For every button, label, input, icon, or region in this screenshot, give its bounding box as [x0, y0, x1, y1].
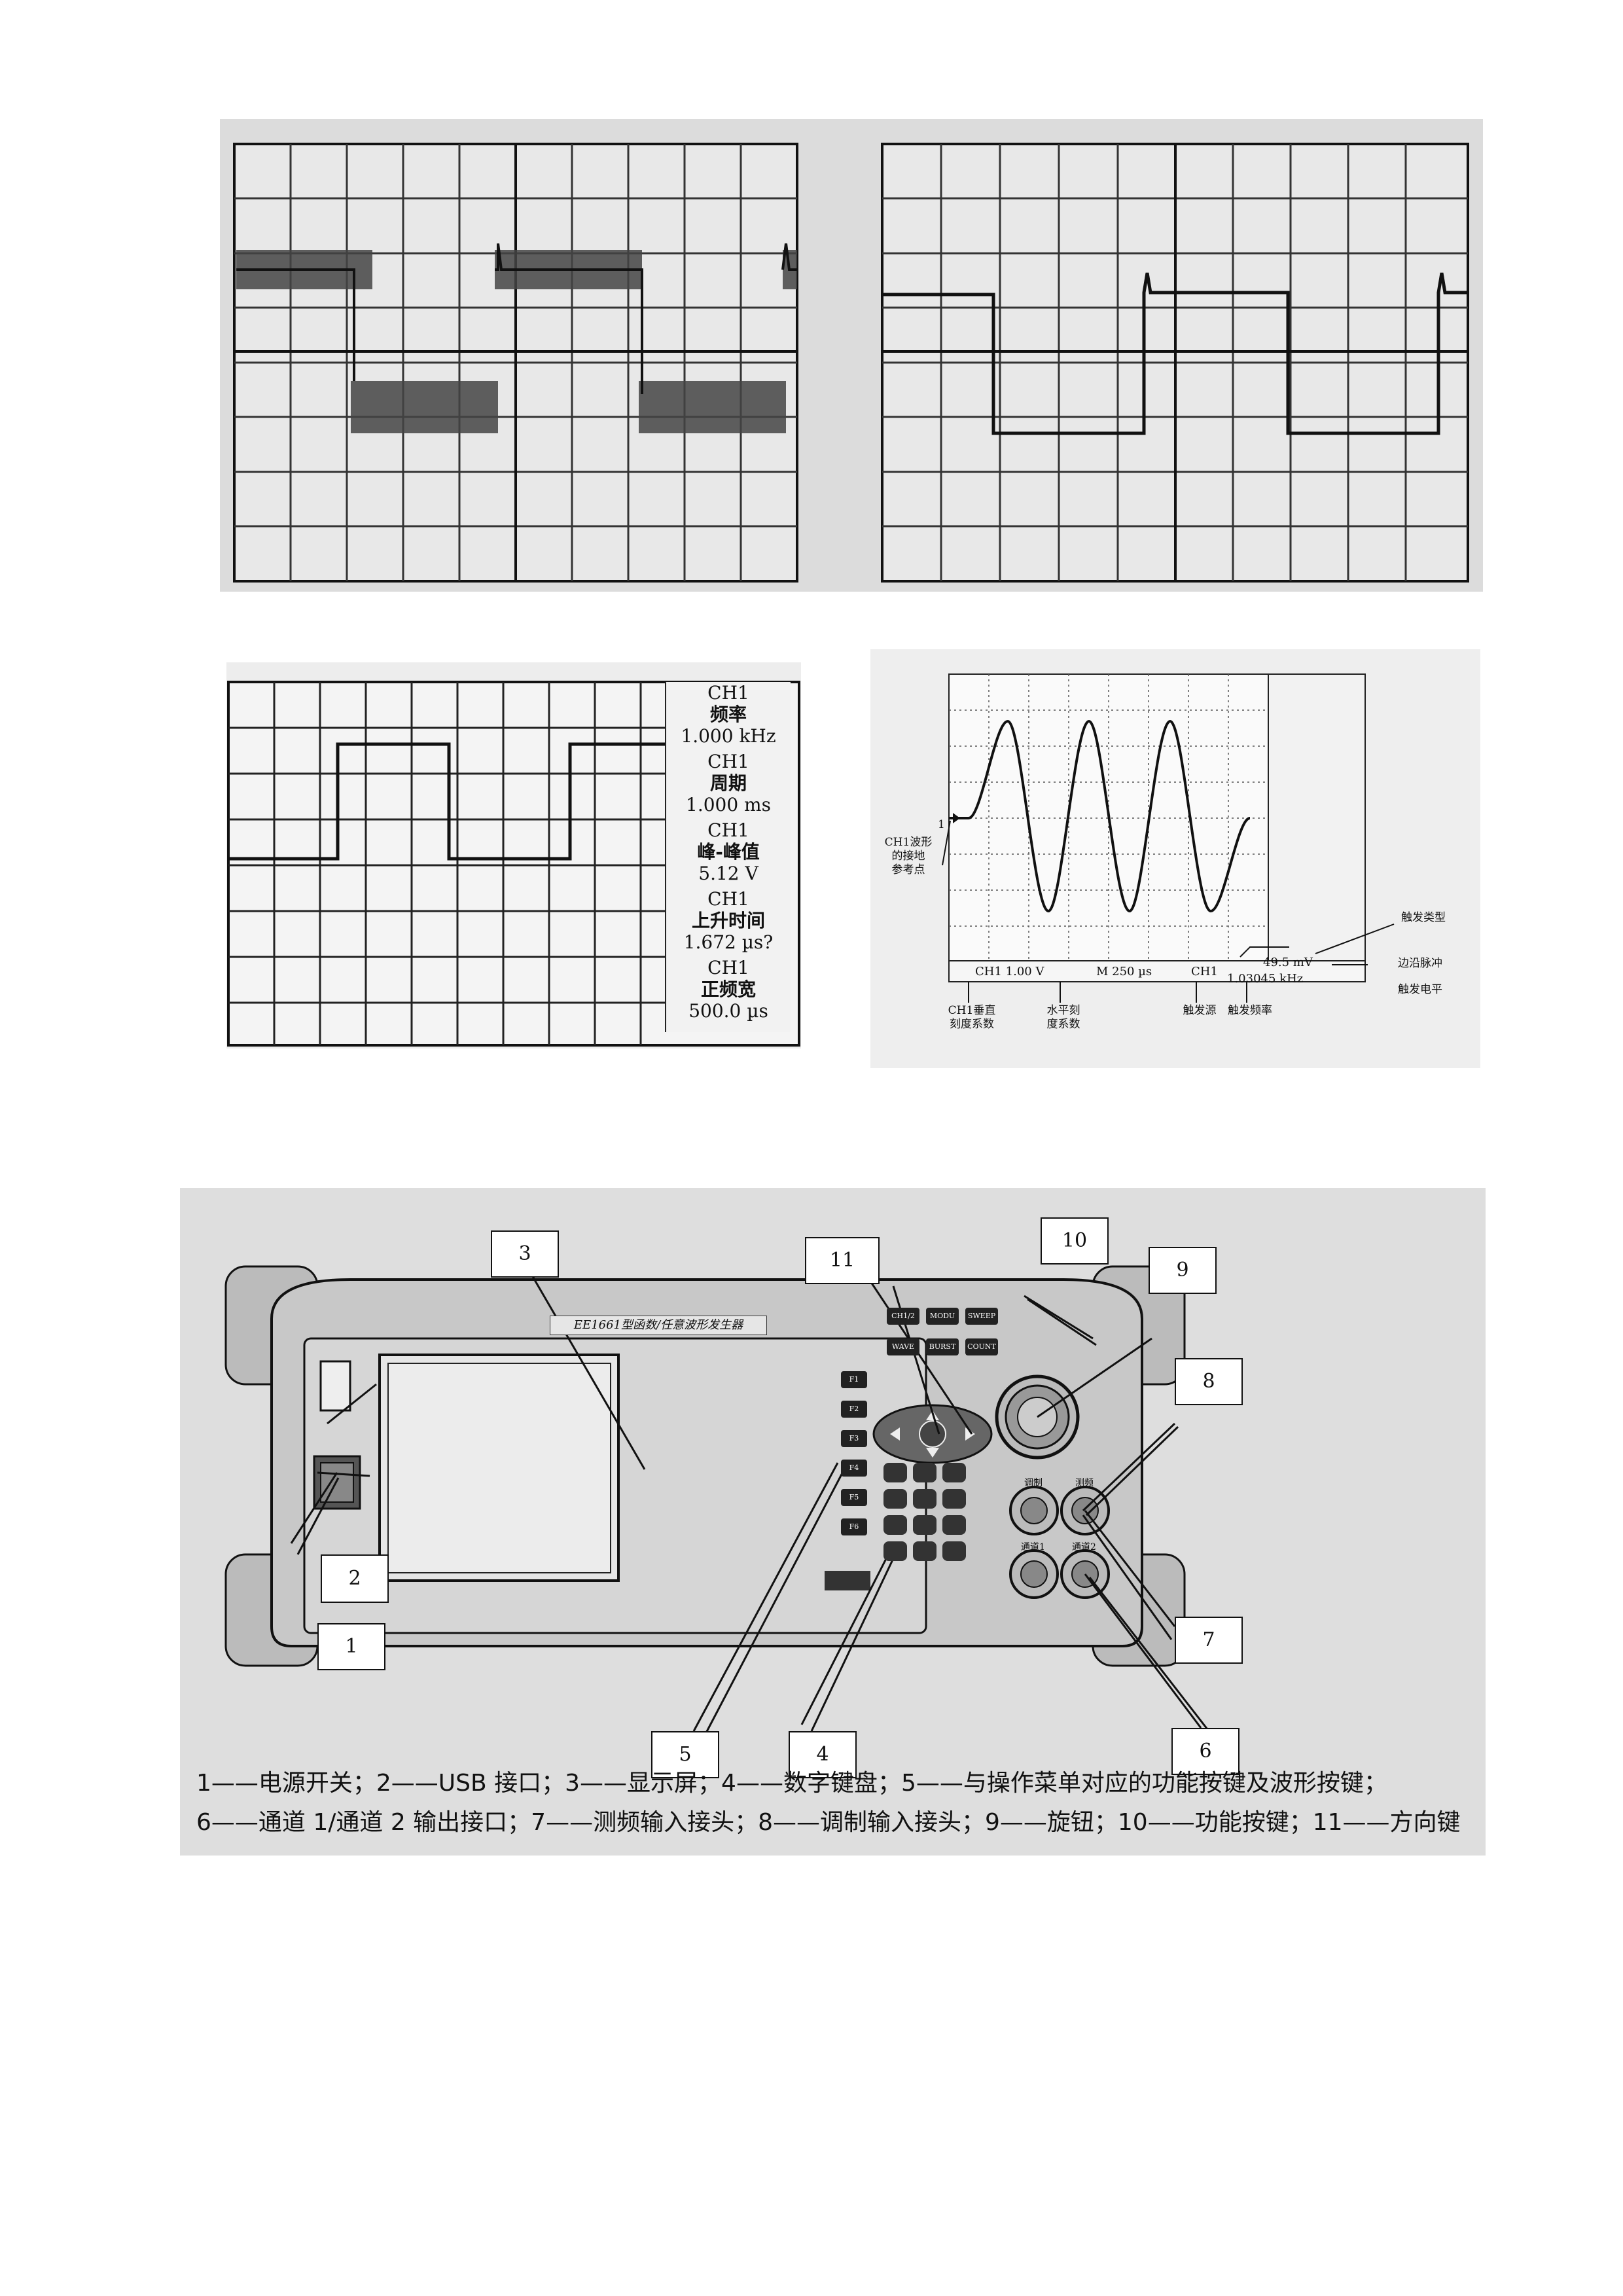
- sweep-button[interactable]: SWEEP: [965, 1308, 998, 1325]
- ch12-button[interactable]: CH1/2: [887, 1308, 919, 1325]
- edge-pulse-annotation: 边沿脉冲: [1398, 957, 1442, 970]
- measure-channel: CH1: [707, 957, 749, 978]
- scope-panel-clean-square: [810, 119, 1483, 592]
- measurement-panel: CH1 频率 1.000 kHz CH1 周期 1.000 ms CH1 峰-峰…: [665, 682, 791, 1032]
- callout-11: 11: [805, 1237, 880, 1284]
- measure-value: 1.000 ms: [686, 794, 771, 816]
- callout-1: 1: [317, 1623, 385, 1670]
- scope-panel-annotated: 1 CH1波形 的接地 参考点 CH1 耦合 交流 带宽限制 关 60MHz 伏…: [870, 649, 1480, 1068]
- count-button[interactable]: COUNT: [965, 1338, 998, 1355]
- measure-value: 500.0 µs: [688, 1000, 768, 1022]
- status-trigger-frequency: 1.03045 kHz: [1227, 972, 1304, 986]
- numeric-key[interactable]: [913, 1541, 936, 1561]
- measure-name: 频率: [709, 704, 747, 725]
- callout-7: 7: [1175, 1617, 1243, 1664]
- figure-caption-line2: 6——通道 1/通道 2 输出接口；7——测频输入接头；8——调制输入接头；9—…: [196, 1809, 1461, 1836]
- generator-figure: EE1661型函数/任意波形发生器 CH1/2 MODU SWEEP WAVE …: [180, 1188, 1486, 1856]
- status-ch-volt: CH1 1.00 V: [975, 965, 1044, 978]
- measure-value: 1.000 kHz: [681, 725, 776, 747]
- measure-channel: CH1: [707, 819, 749, 841]
- numeric-key[interactable]: [883, 1489, 907, 1509]
- ground-marker-label: 1: [938, 818, 945, 831]
- trigger-frequency-annotation: 触发频率: [1228, 1004, 1272, 1017]
- counter-jack-label: 测频: [1075, 1478, 1094, 1488]
- measure-channel: CH1: [707, 888, 749, 910]
- measure-name: 周期: [709, 772, 747, 794]
- callout-10: 10: [1041, 1217, 1109, 1265]
- callout-4: 4: [789, 1731, 857, 1778]
- annotation-line: 的接地: [891, 850, 925, 863]
- status-timebase: M 250 µs: [1096, 965, 1152, 978]
- annotation-line: CH1波形: [884, 836, 933, 849]
- measure-positive-width: CH1 正频宽 500.0 µs: [688, 957, 768, 1022]
- callout-8: 8: [1175, 1358, 1243, 1405]
- annotation-line: CH1垂直: [948, 1004, 996, 1017]
- measure-period: CH1 周期 1.000 ms: [686, 751, 771, 816]
- measure-rise-time: CH1 上升时间 1.672 µs?: [684, 888, 774, 953]
- f1-key[interactable]: F1: [841, 1371, 867, 1388]
- f4-key[interactable]: F4: [841, 1460, 867, 1477]
- numeric-key[interactable]: [883, 1541, 907, 1561]
- numeric-key[interactable]: [942, 1541, 966, 1561]
- scope-grid-d: [942, 673, 1395, 1003]
- scope-panel-dotted-square: [220, 119, 810, 592]
- vertical-coef-annotation: CH1垂直 刻度系数: [942, 1004, 1001, 1031]
- measure-channel: CH1: [707, 751, 749, 772]
- measure-frequency: CH1 频率 1.000 kHz: [681, 682, 776, 747]
- measure-name: 峰-峰值: [697, 841, 760, 863]
- f6-key[interactable]: F6: [841, 1518, 867, 1535]
- annotation-line: 水平刻: [1046, 1004, 1080, 1017]
- annotation-line: 刻度系数: [950, 1018, 994, 1031]
- measure-name: 上升时间: [691, 910, 765, 931]
- status-trigger-level: 49.5 mV: [1263, 956, 1313, 969]
- measure-value: 5.12 V: [698, 863, 758, 884]
- numeric-key[interactable]: [883, 1515, 907, 1535]
- measure-peak-to-peak: CH1 峰-峰值 5.12 V: [697, 819, 760, 884]
- callout-2: 2: [321, 1554, 389, 1603]
- horizontal-coef-annotation: 水平刻 度系数: [1037, 1004, 1090, 1031]
- trigger-level-annotation: 触发电平: [1398, 983, 1442, 996]
- numeric-key[interactable]: [913, 1489, 936, 1509]
- modu-button[interactable]: MODU: [926, 1308, 959, 1325]
- numeric-key[interactable]: [942, 1515, 966, 1535]
- scope-panel-measure: CH1 频率 1.000 kHz CH1 周期 1.000 ms CH1 峰-峰…: [226, 662, 801, 1049]
- f5-key[interactable]: F5: [841, 1489, 867, 1506]
- figure-caption-line1: 1——电源开关；2——USB 接口；3——显示屏；4——数字键盘；5——与操作菜…: [196, 1770, 1387, 1797]
- wave-button[interactable]: WAVE: [887, 1338, 919, 1355]
- callout-3: 3: [491, 1230, 559, 1278]
- numeric-key[interactable]: [913, 1463, 936, 1482]
- measure-channel: CH1: [707, 682, 749, 704]
- channel1-jack-label: 通道1: [1021, 1542, 1045, 1552]
- scope-grid-b: [881, 143, 1469, 583]
- callout-5: 5: [651, 1731, 719, 1778]
- ground-ref-annotation: CH1波形 的接地 参考点: [876, 836, 941, 877]
- numeric-key[interactable]: [942, 1489, 966, 1509]
- measure-name: 正频宽: [700, 978, 756, 1000]
- channel2-jack-label: 通道2: [1072, 1542, 1096, 1552]
- annotation-line: 度系数: [1046, 1018, 1080, 1031]
- f2-key[interactable]: F2: [841, 1401, 867, 1418]
- measure-value: 1.672 µs?: [683, 931, 774, 953]
- numeric-key[interactable]: [913, 1515, 936, 1535]
- status-trigger-source: CH1: [1191, 965, 1218, 978]
- scope-grid-a: [233, 143, 798, 583]
- modulation-jack-label: 调制: [1024, 1478, 1043, 1488]
- callout-9: 9: [1149, 1247, 1217, 1294]
- numeric-key[interactable]: [883, 1463, 907, 1482]
- annotation-line: 参考点: [891, 863, 925, 876]
- trigger-type-annotation: 触发类型: [1401, 911, 1446, 924]
- numeric-key[interactable]: [942, 1463, 966, 1482]
- callout-6: 6: [1171, 1728, 1240, 1775]
- burst-button[interactable]: BURST: [926, 1338, 959, 1355]
- generator-model-label: EE1661型函数/任意波形发生器: [550, 1316, 767, 1335]
- trigger-source-annotation: 触发源: [1183, 1004, 1217, 1017]
- f3-key[interactable]: F3: [841, 1430, 867, 1447]
